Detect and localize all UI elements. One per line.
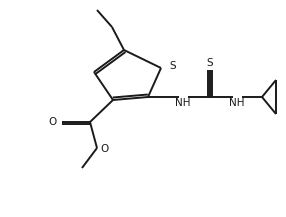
Text: O: O: [100, 144, 108, 154]
Text: NH: NH: [175, 98, 191, 108]
Text: S: S: [169, 61, 176, 71]
Text: S: S: [207, 58, 213, 68]
Text: NH: NH: [229, 98, 245, 108]
Text: O: O: [49, 117, 57, 127]
